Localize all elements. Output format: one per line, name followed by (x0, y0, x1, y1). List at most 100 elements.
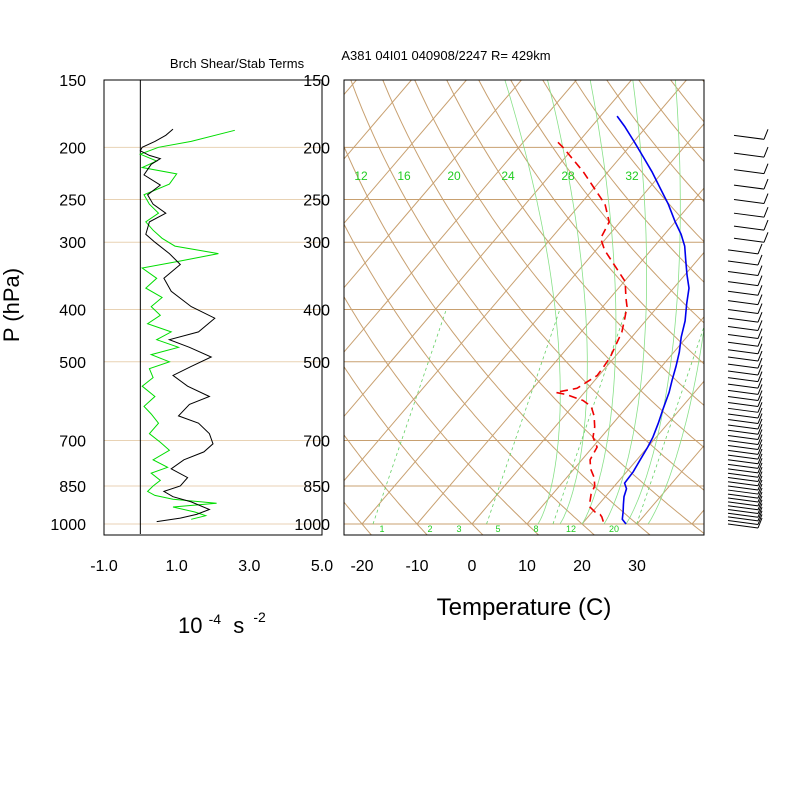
wind-barb-shaft (728, 364, 758, 368)
wind-barb-shaft (728, 357, 758, 361)
wind-barb-shaft (734, 200, 764, 204)
left-x-tick-label: 1.0 (166, 558, 188, 575)
wind-barb-flag (758, 429, 762, 439)
skewt-x-tick-label: -10 (405, 558, 428, 575)
skewt-isotherm (0, 80, 246, 524)
skewt-x-tick-label: 30 (628, 558, 646, 575)
wind-barb-shaft (728, 445, 758, 449)
left-pressure-tick-label: 150 (59, 73, 86, 90)
skewt-panel (0, 64, 800, 536)
wind-barb-column (728, 129, 768, 528)
wind-barb-shaft (728, 510, 758, 514)
wind-barb-flag (764, 207, 768, 217)
left-pressure-tick-label: 250 (59, 193, 86, 210)
left-x-tick-label: 3.0 (238, 558, 260, 575)
left-x-axis-label: 10 -4 s -2 (178, 604, 266, 638)
wind-barb-shaft (728, 378, 758, 382)
left-x-axis-label-base: 10 (178, 613, 202, 638)
wind-barb-shaft (728, 408, 758, 412)
wind-barb-shaft (734, 213, 764, 217)
wind-barb-shaft (728, 414, 758, 418)
wind-barb-flag (764, 164, 768, 174)
left-pressure-tick-label: 400 (59, 303, 86, 320)
wind-barb-flag (758, 435, 762, 445)
left-pressure-tick-label: 1000 (50, 517, 86, 534)
wind-barb-shaft (728, 402, 758, 406)
wind-barb-shaft (728, 473, 758, 477)
wind-barb-shaft (728, 482, 758, 486)
wind-barb-shaft (728, 420, 758, 424)
wind-barb-shaft (728, 261, 758, 265)
skewt-dry-adiabat (627, 64, 800, 536)
wind-barb-flag (764, 194, 768, 204)
wind-barb-shaft (728, 486, 758, 490)
skewt-dry-adiabat (690, 64, 800, 536)
wind-barb-shaft (728, 524, 758, 528)
skewt-isotherm (32, 80, 411, 524)
wind-barb-shaft (728, 520, 758, 524)
left-pressure-tick-label: 500 (59, 355, 86, 372)
skewt-dry-adiabat (251, 64, 539, 536)
skewt-pressure-tick-label: 400 (303, 303, 330, 320)
wind-barb-shaft (728, 455, 758, 459)
skewt-moist-adiabat (548, 80, 588, 524)
left-x-axis-label-unit-exp: -2 (253, 609, 266, 625)
wind-barb-shaft (728, 450, 758, 454)
wind-barb-shaft (728, 335, 758, 339)
left-x-axis-label-unit: s (233, 613, 244, 638)
wind-barb-flag (758, 266, 762, 276)
skewt-mixing-ratio-label: 12 (354, 169, 368, 183)
skewt-pressure-tick-label: 300 (303, 235, 330, 252)
skewt-pressure-tick-label: 500 (303, 355, 330, 372)
skewt-mixing-ratio-label: 32 (625, 169, 639, 183)
skewt-mixing-ratio-low-label: 5 (495, 524, 500, 534)
wind-barb-flag (764, 147, 768, 157)
right-panel-title: A381 04I01 040908/2247 R= 429km (341, 48, 550, 63)
wind-barb-shaft (728, 425, 758, 429)
wind-barb-shaft (728, 301, 758, 305)
left-panel-title: Brch Shear/Stab Terms (170, 56, 305, 71)
wind-barb-shaft (728, 506, 758, 510)
skewt-dry-adiabat (502, 64, 800, 536)
left-pressure-tick-label: 200 (59, 140, 86, 157)
right-x-axis-label: Temperature (C) (437, 594, 612, 621)
wind-barb-shaft (728, 435, 758, 439)
skewt-dry-adiabat (188, 64, 427, 536)
wind-barb-shaft (728, 350, 758, 354)
wind-barb-shaft (728, 460, 758, 464)
wind-barb-shaft (728, 494, 758, 498)
wind-barb-shaft (728, 384, 758, 388)
skewt-dry-adiabat (408, 64, 800, 536)
skewt-mixing-ratio-low-label: 12 (566, 524, 576, 534)
wind-barb-shaft (728, 441, 758, 445)
wind-barb-shaft (728, 490, 758, 494)
skewt-isotherm (142, 80, 521, 524)
skewt-dry-adiabat (439, 64, 800, 536)
wind-barb-shaft (734, 170, 764, 174)
skewt-isotherm (747, 80, 800, 524)
wind-barb-flag (758, 414, 762, 424)
wind-barb-shaft (728, 513, 758, 517)
skewt-mixing-ratio-low-label: 3 (456, 524, 461, 534)
wind-barb-flag (758, 255, 762, 265)
skewt-mixing-ratio-label: 16 (397, 169, 411, 183)
left-x-tick-label: 5.0 (311, 558, 333, 575)
skewt-moist-adiabat (626, 80, 680, 524)
skewt-mixing-ratio-low-label: 1 (379, 524, 384, 534)
left-x-tick-label: -1.0 (90, 558, 118, 575)
wind-barb-shaft (728, 272, 758, 276)
skewt-mixing-ratio-line (780, 310, 800, 524)
skewt-dry-adiabat (282, 64, 595, 536)
wind-barb-shaft (728, 326, 758, 330)
skewt-pressure-tick-label: 1000 (294, 517, 330, 534)
wind-barb-shaft (728, 250, 758, 254)
wind-barb-shaft (728, 342, 758, 346)
wind-barb-flag (758, 424, 762, 434)
skewt-pressure-tick-label: 200 (303, 140, 330, 157)
wind-barb-shaft (734, 135, 764, 139)
wind-barb-shaft (728, 430, 758, 434)
wind-barb-shaft (728, 390, 758, 394)
left-panel (104, 80, 322, 534)
